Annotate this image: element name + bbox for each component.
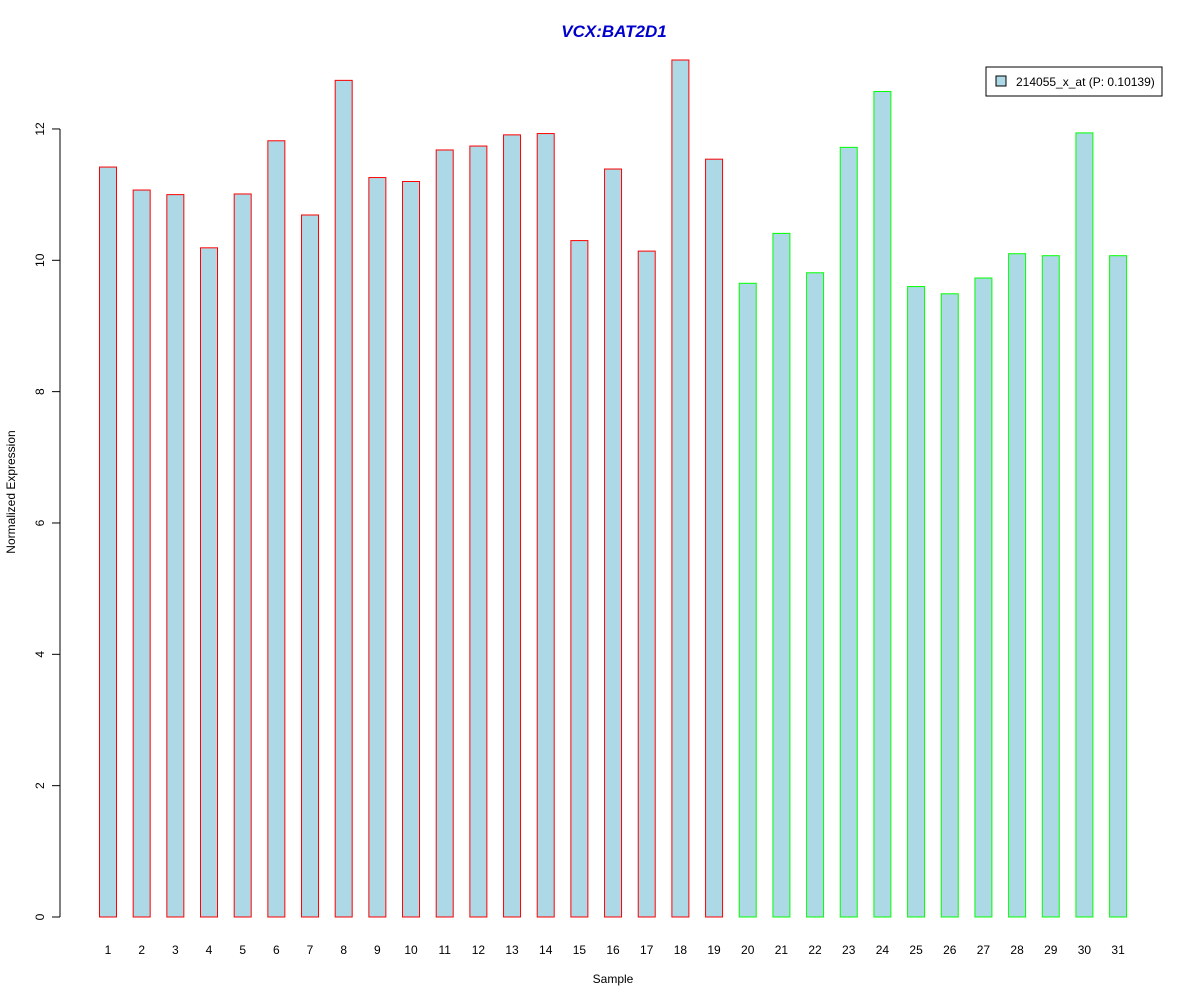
y-axis-title: Normalized Expression	[4, 430, 18, 553]
bar-sample-29	[1041, 255, 1060, 918]
bar-sample-12	[469, 145, 488, 918]
bar-sample-30	[1075, 132, 1094, 918]
x-tick-label: 20	[741, 943, 755, 957]
x-tick-label: 31	[1111, 943, 1125, 957]
y-tick-label: 8	[33, 388, 47, 395]
chart-title: VCX:BAT2D1	[561, 22, 666, 41]
y-tick-label: 12	[33, 122, 47, 136]
bar-sample-10	[402, 180, 421, 918]
x-tick-label: 2	[138, 943, 145, 957]
x-tick-label: 17	[640, 943, 654, 957]
x-axis-title: Sample	[593, 972, 634, 986]
bar-sample-4	[200, 247, 219, 918]
legend-label: 214055_x_at (P: 0.10139)	[1016, 75, 1155, 89]
legend-box	[985, 66, 1163, 97]
x-tick-label: 26	[943, 943, 957, 957]
x-tick-label: 6	[273, 943, 280, 957]
x-tick-label: 12	[472, 943, 486, 957]
x-tick-label: 21	[775, 943, 789, 957]
y-tick-label: 4	[33, 651, 47, 658]
bar-sample-19	[705, 158, 724, 918]
x-tick-label: 29	[1044, 943, 1058, 957]
legend: 214055_x_at (P: 0.10139)	[985, 66, 1163, 97]
bar-sample-16	[604, 168, 623, 918]
x-tick-label: 30	[1078, 943, 1092, 957]
x-tick-label: 19	[707, 943, 721, 957]
x-tick-label: 9	[374, 943, 381, 957]
y-axis: 0 2 4 6 8 10 12	[33, 122, 61, 920]
y-tick-label: 10	[33, 253, 47, 267]
x-tick-label: 25	[909, 943, 923, 957]
x-tick-label: 11	[438, 943, 451, 957]
bar-sample-24	[873, 91, 892, 918]
y-tick-label: 2	[33, 782, 47, 789]
x-tick-label: 5	[239, 943, 246, 957]
bar-sample-5	[233, 193, 252, 918]
bar-sample-20	[738, 282, 757, 918]
bar-sample-11	[435, 149, 454, 918]
x-tick-label: 14	[539, 943, 553, 957]
bar-sample-1	[99, 166, 117, 918]
x-tick-label: 16	[606, 943, 620, 957]
x-tick-label: 18	[674, 943, 688, 957]
bar-sample-18	[671, 59, 690, 918]
x-tick-label: 27	[977, 943, 991, 957]
bar-sample-22	[806, 272, 825, 918]
x-tick-label: 3	[172, 943, 179, 957]
bar-sample-2	[132, 189, 151, 918]
bar-sample-27	[974, 277, 993, 918]
bar-sample-8	[334, 79, 353, 918]
x-tick-label: 23	[842, 943, 856, 957]
bars-group	[99, 59, 1128, 918]
bar-sample-6	[267, 140, 286, 918]
bar-sample-17	[637, 250, 656, 918]
y-tick-label: 0	[33, 913, 47, 920]
y-tick-label: 6	[33, 519, 47, 526]
bar-sample-31	[1109, 255, 1128, 918]
legend-swatch	[995, 75, 1007, 87]
x-tick-label: 4	[206, 943, 213, 957]
bar-sample-7	[301, 214, 320, 918]
bar-sample-23	[839, 146, 858, 918]
x-tick-label: 28	[1010, 943, 1024, 957]
x-tick-label: 8	[340, 943, 347, 957]
x-tick-label: 24	[876, 943, 890, 957]
x-tick-label: 10	[404, 943, 418, 957]
bar-sample-25	[907, 286, 926, 918]
x-axis-tick-labels: 1 2 3 4 5 6 7 8 9 10 11 12 13 14 15 16 17 18 19 20 21 22 23 24 2…	[105, 943, 1125, 957]
bar-sample-13	[503, 134, 522, 918]
x-tick-label: 1	[105, 943, 112, 957]
bar-sample-9	[368, 177, 387, 918]
bar-sample-26	[940, 293, 959, 918]
x-tick-label: 13	[505, 943, 519, 957]
bar-sample-28	[1008, 253, 1027, 918]
bar-sample-14	[536, 133, 555, 918]
bar-sample-21	[772, 232, 791, 918]
bar-sample-3	[166, 194, 185, 918]
x-tick-label: 15	[573, 943, 587, 957]
bar-sample-15	[570, 240, 589, 918]
x-tick-label: 7	[307, 943, 314, 957]
x-tick-label: 22	[808, 943, 822, 957]
